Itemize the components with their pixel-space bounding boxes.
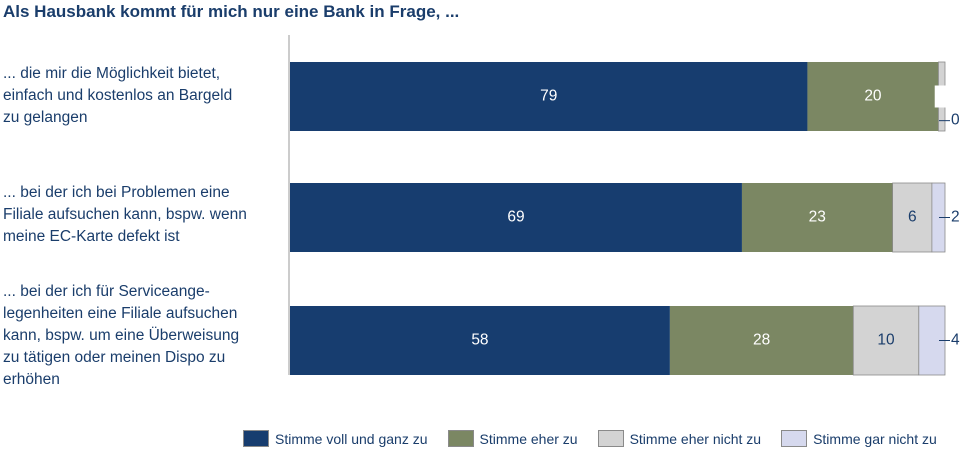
data-label: 10 <box>877 332 895 349</box>
legend-swatch <box>781 430 808 447</box>
data-label: 23 <box>809 209 826 226</box>
bar-segment <box>807 62 939 131</box>
legend-item: Stimme eher nicht zu <box>597 430 762 447</box>
legend-label: Stimme gar nicht zu <box>813 430 937 447</box>
category-label: ... die mir die Möglichkeit bietet, einf… <box>3 65 233 126</box>
bar-segment <box>892 182 933 253</box>
legend-swatch <box>597 430 624 447</box>
data-label: 0 <box>951 112 960 129</box>
data-label: 6 <box>908 209 917 226</box>
data-label: 69 <box>507 209 524 226</box>
data-label-box <box>934 85 949 108</box>
legend-label: Stimme eher zu <box>479 430 578 447</box>
data-label: 20 <box>864 88 882 105</box>
category-label: ... bei der ich bei Problemen eine Filia… <box>3 184 247 245</box>
bar-segment <box>741 183 893 252</box>
legend-swatch <box>243 430 269 447</box>
bar-segment <box>852 305 920 376</box>
data-label: 58 <box>471 332 488 349</box>
legend-item: Stimme eher zu <box>447 430 578 447</box>
data-label: 4 <box>951 332 960 349</box>
data-label: 28 <box>753 332 770 349</box>
data-label: 2 <box>951 209 960 226</box>
legend-swatch <box>447 430 474 447</box>
legend-label: Stimme eher nicht zu <box>629 430 762 447</box>
legend-item: Stimme voll und ganz zu <box>243 430 428 447</box>
bar-segment <box>669 306 854 375</box>
legend-item: Stimme gar nicht zu <box>781 430 937 447</box>
bar-segment <box>290 183 742 252</box>
bar-segment <box>290 62 808 131</box>
chart-legend: Stimme voll und ganz zu Stimme eher zu Sti… <box>243 430 937 447</box>
bar-segment <box>290 306 670 375</box>
legend-label: Stimme voll und ganz zu <box>275 430 428 447</box>
chart-title: Als Hausbank kommt für mich nur eine Ban… <box>3 2 460 21</box>
data-label: 79 <box>540 88 557 105</box>
category-label: ... bei der ich für Serviceange- legenhe… <box>3 283 240 388</box>
